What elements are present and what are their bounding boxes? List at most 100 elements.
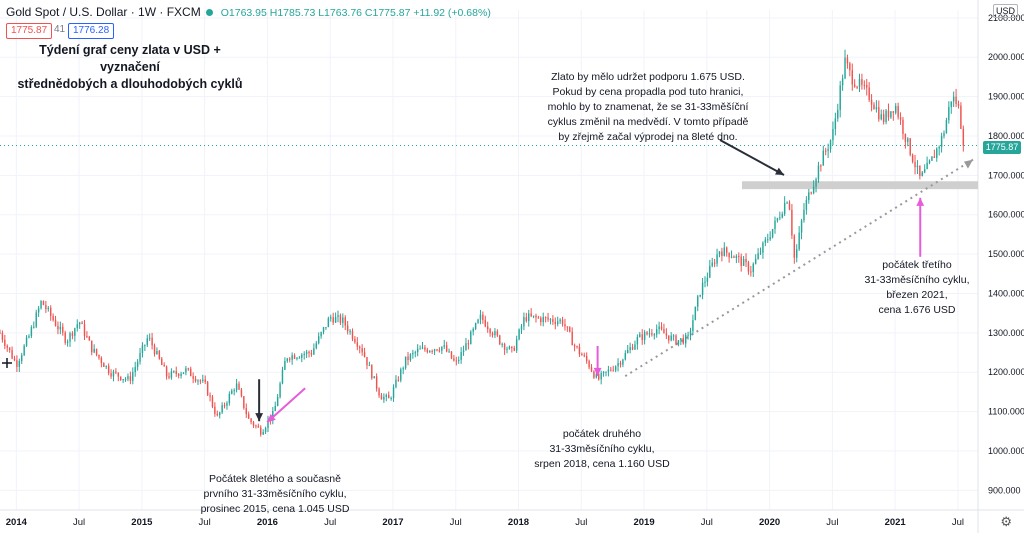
candle-body xyxy=(296,357,298,359)
candle-body xyxy=(482,314,484,320)
candle-body xyxy=(564,324,566,327)
annotation-line: březen 2021, xyxy=(886,289,948,301)
candle-body xyxy=(846,57,849,64)
candle-body xyxy=(518,329,520,340)
annotation-line: 31-33měsíčního cyklu, xyxy=(549,443,655,455)
candle-body xyxy=(342,317,344,323)
candle-body xyxy=(383,396,385,400)
candle-body xyxy=(723,247,726,257)
candle-body xyxy=(477,319,479,324)
candle-body xyxy=(882,114,885,122)
candle-body xyxy=(76,324,78,329)
candle-body xyxy=(226,403,228,406)
candle-body xyxy=(366,356,368,366)
candle-body xyxy=(288,358,291,360)
candle-body xyxy=(375,376,378,389)
candle-body xyxy=(250,418,252,423)
candle-body xyxy=(443,345,445,347)
candle-body xyxy=(566,326,569,328)
candle-body xyxy=(407,356,409,361)
candle-body xyxy=(332,317,334,323)
candle-body xyxy=(359,346,361,349)
candle-body xyxy=(119,376,122,380)
candle-body xyxy=(706,277,709,282)
candle-body xyxy=(363,352,366,357)
candle-body xyxy=(525,317,528,321)
candle-body xyxy=(371,365,373,379)
candle-body xyxy=(231,390,233,394)
candle-body xyxy=(672,335,675,337)
cycle1-pink-arrow-head xyxy=(267,413,276,423)
candle-body xyxy=(233,390,235,392)
candle-body xyxy=(899,117,902,120)
annotation-line: prosinec 2015, cena 1.045 USD xyxy=(200,503,350,515)
annotation-line: počátek druhého xyxy=(562,428,642,440)
candle-body xyxy=(8,347,11,351)
candle-body xyxy=(629,347,631,351)
annotation-line: Zlato by mělo udržet podporu 1.675 USD. xyxy=(551,71,745,83)
candle-body xyxy=(107,365,110,374)
candle-body xyxy=(173,371,175,373)
candle-body xyxy=(378,388,380,396)
candle-body xyxy=(62,326,64,333)
candle-body xyxy=(151,337,153,346)
currency-label[interactable]: USD xyxy=(992,4,1018,18)
candle-body xyxy=(911,154,914,162)
x-tick-label: 2021 xyxy=(885,517,907,528)
market-status-icon xyxy=(205,9,213,17)
cycle2-annotation: počátek druhého 31-33měsíčního cyklu, sr… xyxy=(530,427,674,472)
buy-price-box[interactable]: 1776.28 xyxy=(68,23,115,39)
candle-body xyxy=(450,351,453,359)
candle-body xyxy=(279,383,281,398)
candle-body xyxy=(156,350,158,354)
candle-body xyxy=(305,351,308,354)
candle-body xyxy=(322,327,325,333)
candle-body xyxy=(257,425,260,428)
candle-body xyxy=(13,358,16,361)
candle-body xyxy=(530,313,532,317)
candle-body xyxy=(600,373,602,380)
candle-body xyxy=(779,217,781,219)
candle-body xyxy=(658,326,660,330)
x-tick-label: 2017 xyxy=(382,517,403,528)
sell-price-box[interactable]: 1775.87 xyxy=(6,23,53,39)
candle-body xyxy=(605,371,607,373)
candle-body xyxy=(670,335,672,341)
title-line: střednědobých a dlouhodobých cyklů xyxy=(17,77,243,91)
candle-body xyxy=(18,361,21,367)
candle-body xyxy=(820,165,822,167)
candle-body xyxy=(98,354,100,358)
candle-body xyxy=(247,414,250,419)
candle-body xyxy=(429,350,431,353)
candle-body xyxy=(849,63,851,71)
candle-body xyxy=(948,106,950,121)
candle-body xyxy=(634,344,636,350)
candle-body xyxy=(426,349,429,353)
candle-body xyxy=(325,327,327,329)
candle-body xyxy=(491,333,494,336)
candle-body xyxy=(339,315,342,323)
candle-body xyxy=(204,379,206,382)
candle-body xyxy=(419,348,421,350)
candle-body xyxy=(897,106,899,118)
symbol-title[interactable]: Gold Spot / U.S. Dollar · 1W · FXCM xyxy=(6,5,201,19)
candle-body xyxy=(453,358,455,361)
candle-body xyxy=(556,321,559,324)
candle-body xyxy=(260,427,262,435)
candle-body xyxy=(59,326,62,330)
candle-body xyxy=(858,79,861,87)
candle-body xyxy=(786,202,788,204)
candle-body xyxy=(643,332,646,340)
candle-body xyxy=(223,405,226,407)
candle-body xyxy=(308,351,310,354)
candle-body xyxy=(436,349,438,351)
candle-body xyxy=(960,105,962,129)
candle-body xyxy=(168,376,170,378)
candle-body xyxy=(457,359,460,361)
candle-body xyxy=(4,339,6,346)
gear-icon[interactable]: ⚙ xyxy=(1000,514,1012,529)
candle-body xyxy=(655,329,658,335)
candle-body xyxy=(52,315,54,321)
